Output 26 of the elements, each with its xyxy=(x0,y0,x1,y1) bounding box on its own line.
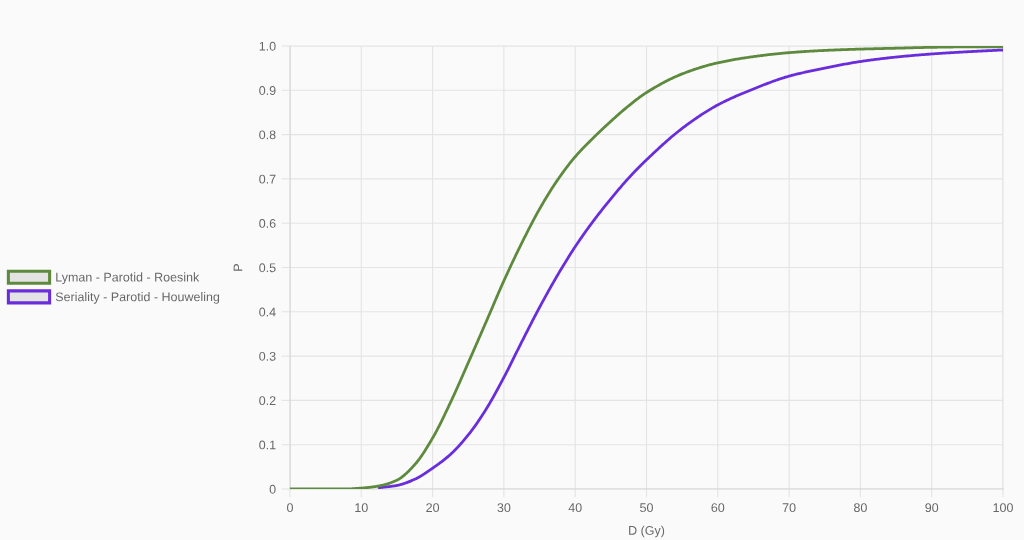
y-tick-label: 0.9 xyxy=(259,86,276,95)
y-tick-label: 0.6 xyxy=(259,219,276,228)
x-tick-label: 40 xyxy=(568,503,582,513)
x-tick-label: 0 xyxy=(287,503,293,513)
y-tick-label: 0.1 xyxy=(259,440,276,450)
x-tick-label: 90 xyxy=(925,503,939,513)
x-tick-label: 50 xyxy=(640,503,653,513)
x-tick-label: 70 xyxy=(782,503,796,513)
y-axis-title: P xyxy=(233,263,243,271)
x-tick-label: 80 xyxy=(853,503,867,513)
x-axis-title: D (Gy) xyxy=(629,525,665,538)
x-tick-label: 60 xyxy=(711,503,725,513)
y-tick-label: 1.0 xyxy=(259,41,276,51)
y-tick-label: 0.2 xyxy=(259,396,276,406)
y-tick-label: 0.8 xyxy=(259,130,276,140)
x-tick-label: 20 xyxy=(426,503,440,513)
y-tick-label: 0.3 xyxy=(259,351,276,361)
y-tick-label: 0 xyxy=(269,484,276,494)
legend-label: Lyman - Parotid - Roesink xyxy=(56,272,200,284)
x-tick-label: 10 xyxy=(355,503,368,513)
x-tick-label: 30 xyxy=(497,503,511,513)
y-tick-label: 0.4 xyxy=(259,307,276,317)
legend-label: Seriality - Parotid - Houweling xyxy=(55,292,220,304)
y-tick-label: 0.7 xyxy=(259,174,276,184)
x-tick-label: 100 xyxy=(993,503,1013,513)
y-tick-label: 0.5 xyxy=(259,263,276,273)
